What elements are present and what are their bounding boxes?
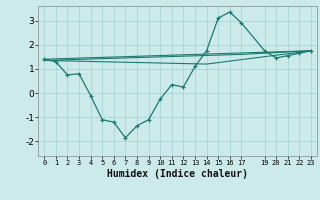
X-axis label: Humidex (Indice chaleur): Humidex (Indice chaleur)	[107, 169, 248, 179]
